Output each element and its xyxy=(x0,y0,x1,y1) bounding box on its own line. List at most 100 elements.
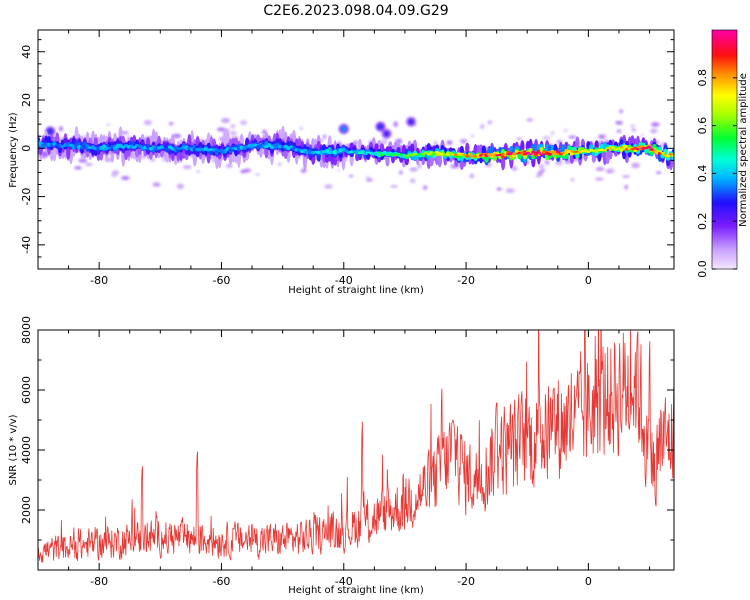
colorbar-step xyxy=(712,235,737,238)
colorbar-step xyxy=(712,31,737,35)
spectrogram-cell xyxy=(610,145,616,150)
colorbar-step xyxy=(712,125,737,129)
colorbar-step xyxy=(712,211,737,214)
colorbar-step xyxy=(712,89,737,93)
colorbar-step xyxy=(712,83,737,87)
spectrogram-speckle xyxy=(622,175,631,178)
y-tick-label: 20 xyxy=(20,93,33,107)
spectrogram-speckle xyxy=(111,173,117,178)
spectrogram-cell xyxy=(357,152,363,158)
spectrogram-speckle xyxy=(298,126,304,130)
colorbar-step xyxy=(712,85,737,89)
colorbar-step xyxy=(712,239,737,242)
spectrogram-cell xyxy=(412,153,418,156)
colorbar-step xyxy=(712,49,737,53)
spectrogram-cell xyxy=(423,151,429,154)
colorbar-step xyxy=(712,195,737,198)
colorbar-step xyxy=(712,255,737,258)
colorbar-step xyxy=(712,171,737,174)
spectrogram-cell xyxy=(619,146,624,149)
colorbar: 0.0 0.2 0.4 0.6 0.8 Normalized spectral ampl… xyxy=(696,29,749,278)
colorbar-tick-label: 0.0 xyxy=(696,260,709,278)
colorbar-step xyxy=(712,59,737,63)
spectrogram-speckle xyxy=(380,139,388,145)
colorbar-step xyxy=(712,139,737,143)
colorbar-step xyxy=(712,61,737,65)
colorbar-step xyxy=(712,30,737,33)
y-tick-label: 4000 xyxy=(20,436,33,464)
spectrogram-cell xyxy=(602,149,608,152)
colorbar-step xyxy=(712,75,737,79)
colorbar-step xyxy=(712,179,737,182)
colorbar-step xyxy=(712,113,737,117)
spectrogram-speckle xyxy=(511,166,518,171)
spectrogram-speckle xyxy=(239,120,248,126)
colorbar-step xyxy=(712,47,737,51)
spectrogram-speckle xyxy=(624,184,629,190)
colorbar-step xyxy=(712,103,737,107)
colorbar-step xyxy=(712,177,737,180)
colorbar-step xyxy=(712,187,737,190)
colorbar-step xyxy=(712,147,737,151)
spectrogram-speckle xyxy=(655,171,662,174)
spectrogram-cell xyxy=(528,153,533,156)
spectrogram-speckle xyxy=(74,166,82,170)
spectrogram-speckle xyxy=(651,122,660,127)
colorbar-step xyxy=(712,261,737,264)
y-tick-label: 6000 xyxy=(20,376,33,404)
colorbar-step xyxy=(712,265,737,268)
spectrogram-speckle xyxy=(106,123,111,126)
colorbar-step xyxy=(712,225,737,228)
spectrogram-cell xyxy=(379,153,385,157)
spectrogram-speckle xyxy=(78,158,88,163)
colorbar-step xyxy=(712,145,737,149)
spectrogram-cell xyxy=(555,150,561,154)
colorbar-step xyxy=(712,243,737,246)
colorbar-step xyxy=(712,39,737,43)
spectrogram-speckle xyxy=(169,121,174,126)
spectrogram-speckle xyxy=(221,117,230,124)
colorbar-step xyxy=(712,101,737,105)
spectrogram-speckle xyxy=(554,160,563,166)
colorbar-step xyxy=(712,35,737,39)
spectrogram-cell xyxy=(465,154,470,158)
spectrogram-speckle xyxy=(595,166,605,172)
colorbar-step xyxy=(712,181,737,184)
colorbar-step xyxy=(712,151,737,155)
spectrogram-speckle xyxy=(550,131,555,135)
spectrogram-speckle xyxy=(542,135,551,141)
colorbar-step xyxy=(712,135,737,139)
colorbar-step xyxy=(712,199,737,202)
x-tick-label: -20 xyxy=(457,274,475,287)
spectrogram-cell xyxy=(333,149,338,155)
colorbar-step xyxy=(712,111,737,115)
colorbar-step xyxy=(712,93,737,97)
colorbar-step xyxy=(712,185,737,188)
spectrogram-cell xyxy=(93,137,98,147)
spectrogram-speckle xyxy=(230,124,236,129)
spectrogram-cell xyxy=(426,153,431,156)
spectrogram-cell xyxy=(382,151,387,155)
top-y-axis-label: Frequency (Hz) xyxy=(8,112,19,188)
spectrogram-speckle xyxy=(143,120,152,126)
spectrogram-cell xyxy=(415,154,420,157)
colorbar-step xyxy=(712,227,737,230)
colorbar-step xyxy=(712,133,737,137)
colorbar-step xyxy=(712,249,737,252)
colorbar-step xyxy=(712,229,737,232)
colorbar-step xyxy=(712,141,737,145)
colorbar-step xyxy=(712,257,737,260)
colorbar-step xyxy=(712,43,737,47)
colorbar-ticks: 0.0 0.2 0.4 0.6 0.8 xyxy=(696,69,737,278)
spectrogram-cell xyxy=(646,145,652,149)
colorbar-step xyxy=(712,77,737,81)
colorbar-step xyxy=(712,203,737,206)
spectrogram-cell xyxy=(564,152,569,155)
colorbar-step xyxy=(712,213,737,216)
spectrogram-heatmap xyxy=(38,109,674,194)
colorbar-step xyxy=(712,87,737,91)
spectrogram-cell xyxy=(500,154,506,171)
colorbar-step xyxy=(712,219,737,222)
colorbar-step xyxy=(712,215,737,218)
spectrogram-cell xyxy=(473,155,478,158)
